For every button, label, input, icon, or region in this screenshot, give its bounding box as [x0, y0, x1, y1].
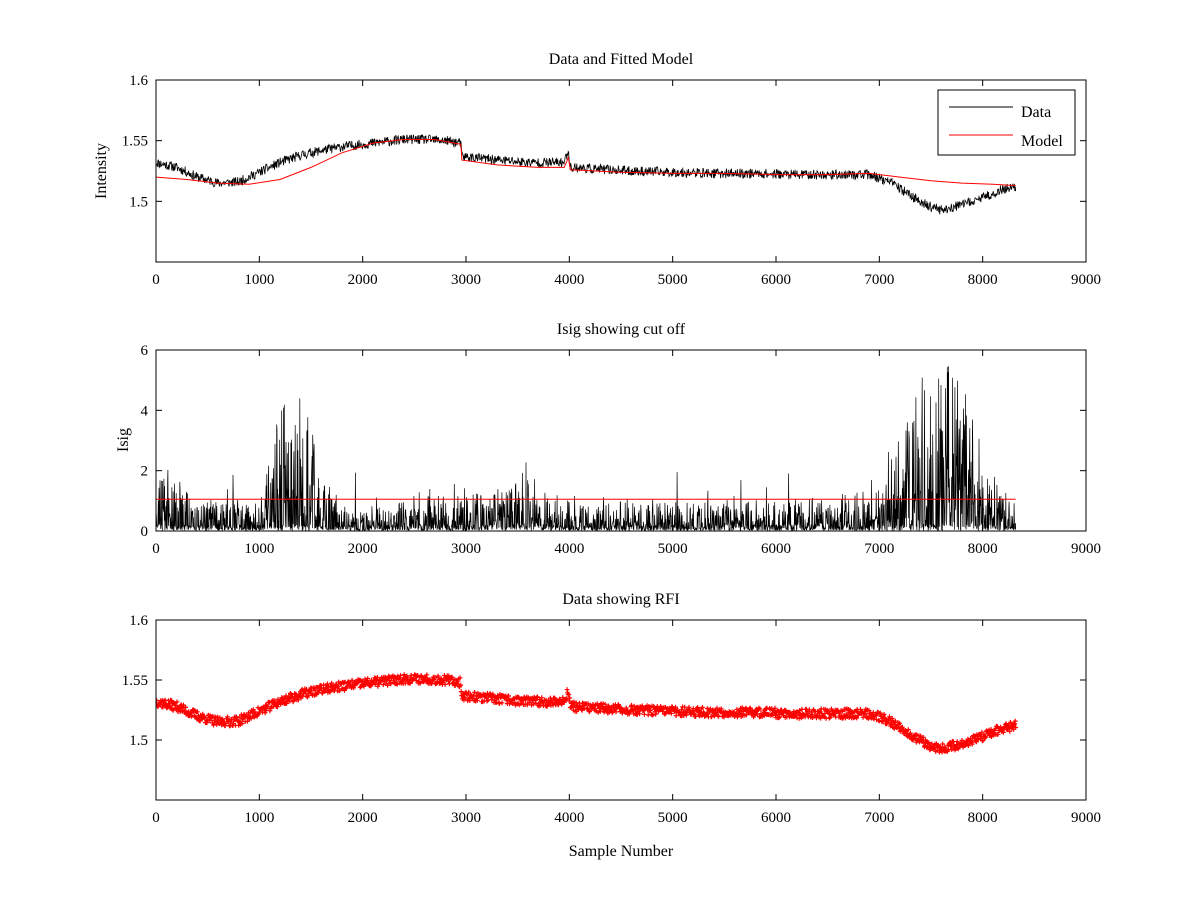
y-tick-label: 4	[141, 403, 149, 419]
x-tick-label: 9000	[1071, 541, 1101, 557]
x-tick-label: 6000	[761, 541, 791, 557]
x-tick-label: 8000	[968, 810, 998, 826]
x-tick-label: 1000	[244, 810, 274, 826]
x-tick-label: 8000	[968, 541, 998, 557]
axes-box	[155, 619, 1087, 801]
x-tick-label: 7000	[864, 810, 894, 826]
x-tick-label: 4000	[554, 541, 584, 557]
y-tick-label: 1.6	[129, 613, 148, 629]
x-tick-label: 2000	[348, 810, 378, 826]
x-tick-label: 5000	[658, 541, 688, 557]
x-tick-label: 6000	[761, 272, 791, 288]
y-axis-label: Isig	[115, 428, 132, 452]
x-tick-label: 5000	[658, 272, 688, 288]
x-tick-label: 8000	[968, 272, 998, 288]
x-tick-label: 7000	[864, 541, 894, 557]
x-tick-label: 3000	[451, 810, 481, 826]
panel-data-and-model: Data and Fitted Model Intensity 0 1000 200…	[93, 51, 1101, 288]
y-tick-label: 1.6	[129, 73, 148, 89]
y-tick-label: 1.55	[122, 673, 148, 689]
signal-series	[156, 366, 1017, 531]
x-tick-label: 0	[152, 272, 160, 288]
y-tick-label: 0	[141, 524, 149, 540]
plot-area	[156, 672, 1019, 755]
data-series	[156, 134, 1017, 215]
y-tick-label: 1.5	[129, 194, 148, 210]
legend-box	[937, 89, 1076, 156]
panel-title: Data and Fitted Model	[549, 51, 694, 68]
panel-isig-cutoff: Isig showing cut off Isig 0 1000 2000 3000 4…	[115, 321, 1101, 557]
x-tick-label: 3000	[451, 541, 481, 557]
axes: 0 1000 2000 3000 4000 5000 6000 7000 8000 9000 1.5…	[122, 613, 1101, 826]
y-tick-label: 6	[141, 343, 149, 359]
axes: 0 1000 2000 3000 4000 5000 6000 7000 8000 9000 0 2 4…	[141, 343, 1102, 557]
x-tick-label: 2000	[348, 541, 378, 557]
axes: 0 1000 2000 3000 4000 5000 6000 7000 8000 9000 1.5…	[122, 73, 1101, 288]
y-tick-label: 1.5	[129, 733, 148, 749]
x-tick-label: 4000	[554, 810, 584, 826]
x-tick-label: 2000	[348, 272, 378, 288]
axes-box	[155, 349, 1087, 532]
x-tick-label: 0	[152, 541, 160, 557]
x-axis-label: Sample Number	[569, 843, 674, 860]
rfi-marker-path	[156, 672, 1019, 755]
y-tick-label: 2	[141, 464, 149, 480]
panel-title: Isig showing cut off	[557, 321, 686, 338]
panel-data-rfi: Data showing RFI Sample Number 0 1000 2000…	[122, 591, 1101, 860]
plot-area	[156, 134, 1017, 215]
legend-label-model: Model	[1021, 133, 1063, 150]
x-tick-label: 9000	[1071, 810, 1101, 826]
x-tick-label: 3000	[451, 272, 481, 288]
legend-label-data: Data	[1021, 104, 1051, 121]
x-tick-label: 5000	[658, 810, 688, 826]
plot-area	[156, 366, 1017, 531]
x-tick-label: 1000	[244, 272, 274, 288]
panel-title: Data showing RFI	[562, 591, 679, 608]
x-tick-label: 9000	[1071, 272, 1101, 288]
x-tick-label: 6000	[761, 810, 791, 826]
model-series	[156, 139, 1016, 187]
y-tick-label: 1.55	[122, 134, 148, 150]
axes-box	[155, 79, 1087, 263]
x-tick-label: 7000	[864, 272, 894, 288]
x-tick-label: 1000	[244, 541, 274, 557]
y-axis-label: Intensity	[93, 143, 110, 199]
legend: Data Model	[937, 89, 1076, 156]
x-tick-label: 4000	[554, 272, 584, 288]
rfi-markers	[156, 672, 1019, 755]
x-tick-label: 0	[152, 810, 160, 826]
